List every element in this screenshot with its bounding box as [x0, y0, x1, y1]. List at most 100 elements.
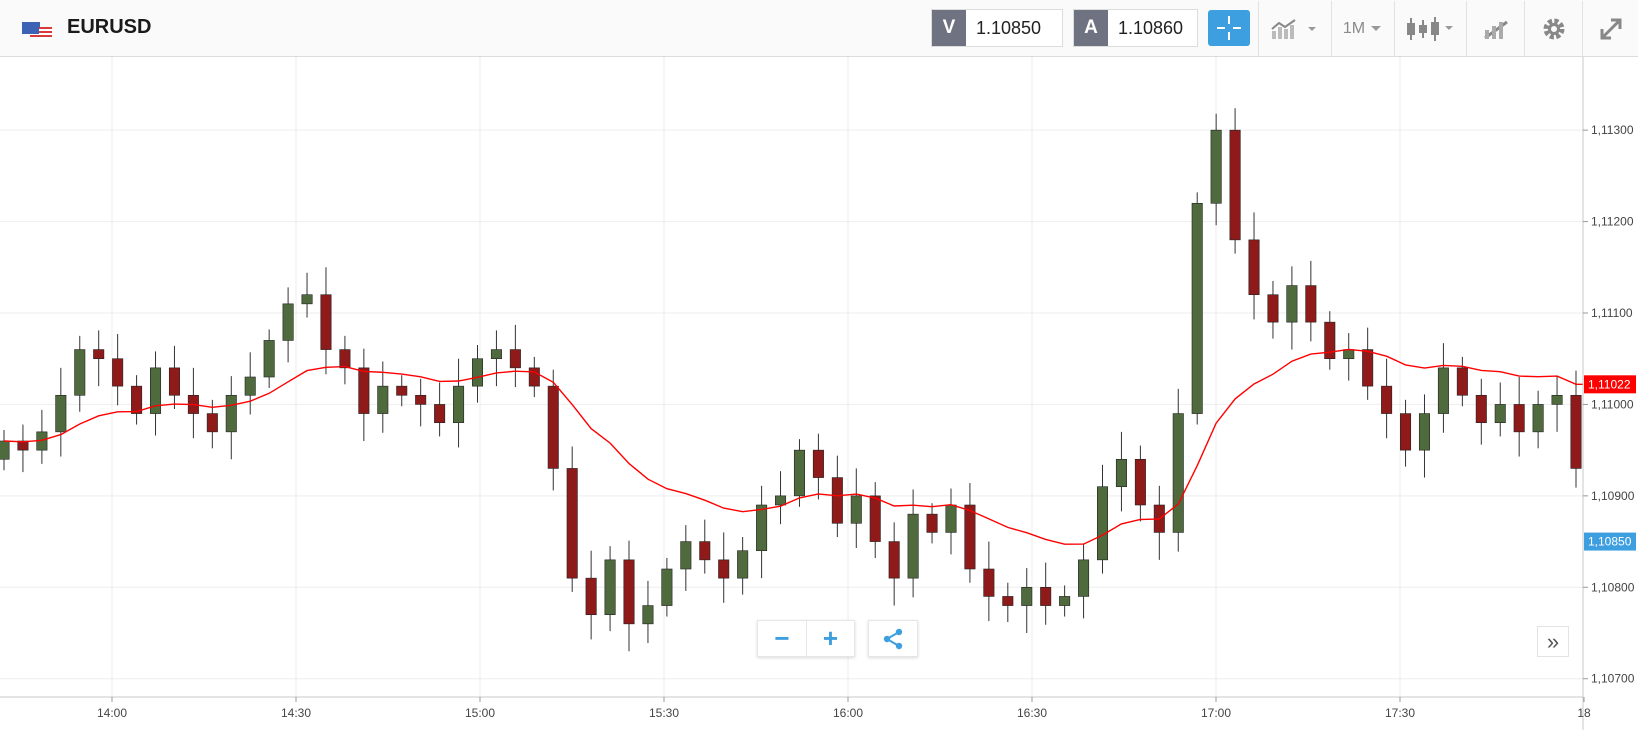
- time-tick-label: 14:30: [281, 706, 311, 720]
- candle-body: [1229, 129, 1241, 241]
- candle-body: [1267, 294, 1279, 323]
- candle-body: [225, 394, 237, 433]
- price-tick-label: 1,11300: [1591, 123, 1634, 137]
- candle-body: [1078, 559, 1090, 597]
- candle-body: [1210, 129, 1222, 204]
- candle-body: [339, 349, 351, 369]
- price-tick-label: 1,11000: [1591, 397, 1634, 411]
- candle-body: [93, 349, 105, 360]
- candle-body: [718, 559, 730, 579]
- bid-price-box[interactable]: V 1.10850: [931, 9, 1063, 47]
- candle-body: [396, 385, 408, 396]
- candle-body: [415, 394, 427, 405]
- time-tick-label: 15:30: [649, 706, 679, 720]
- candle-body: [547, 385, 559, 469]
- zoom-out-button[interactable]: −: [774, 623, 790, 653]
- ma-price-badge-text: 1,11022: [1588, 377, 1631, 391]
- candle-body: [1002, 596, 1014, 606]
- share-button[interactable]: [869, 621, 917, 656]
- chart-type-icon: [1271, 18, 1316, 39]
- candle-body: [509, 349, 521, 369]
- chevron-down-icon: [1371, 25, 1382, 31]
- candle-body: [1418, 413, 1430, 451]
- candle-body: [775, 495, 787, 506]
- ask-price-value: 1.10860: [1118, 17, 1184, 38]
- candle-body: [812, 449, 824, 478]
- candle-body: [453, 385, 465, 424]
- candle-body: [358, 367, 370, 414]
- candle-body: [983, 568, 995, 597]
- chart-toolbar: EURUSD V 1.10850 A 1.10860 1M: [0, 0, 1638, 57]
- candle-body: [888, 541, 900, 579]
- time-tick-label: 16:30: [1017, 706, 1047, 720]
- price-tick-label: 1,10900: [1591, 489, 1635, 503]
- candle-body: [1475, 394, 1487, 424]
- candle-body: [1172, 413, 1184, 533]
- instrument-symbol: EURUSD: [67, 16, 152, 38]
- timeframe-dropdown[interactable]: 1M: [1331, 1, 1394, 56]
- settings-button[interactable]: [1524, 1, 1582, 56]
- bid-price-badge-text: 1,10850: [1588, 535, 1632, 549]
- price-tick-label: 1,11200: [1591, 215, 1634, 229]
- candle-body: [661, 568, 673, 606]
- candle-body: [1400, 413, 1412, 451]
- candle-body: [1343, 349, 1355, 360]
- candle-body: [434, 404, 446, 424]
- drawing-tool-button[interactable]: [1466, 1, 1524, 56]
- candle-body: [1513, 404, 1525, 433]
- candle-body: [1362, 349, 1374, 387]
- time-tick-label: 18: [1577, 706, 1591, 720]
- candle-body: [131, 385, 143, 414]
- candle-body: [74, 349, 86, 396]
- share-icon: [883, 628, 903, 649]
- ask-price-box[interactable]: A 1.10860: [1073, 9, 1198, 47]
- time-tick-label: 17:00: [1201, 706, 1231, 720]
- candle-body: [528, 367, 540, 387]
- candle-body: [244, 376, 256, 396]
- candle-body: [1532, 404, 1544, 433]
- gear-icon: [1543, 18, 1564, 39]
- candlestick-chart[interactable]: 1,11300 1,11200 1,11100 1,11000 1,10900 1,108…: [0, 57, 1638, 730]
- candle-body: [1286, 285, 1298, 323]
- share-control: [868, 620, 918, 657]
- drawing-tool-icon: [1483, 20, 1508, 39]
- zoom-controls: − +: [757, 620, 855, 657]
- bid-letter: V: [932, 10, 966, 46]
- candlestick-type-button[interactable]: [1394, 1, 1466, 56]
- candle-body: [793, 449, 805, 497]
- candle-body: [1040, 586, 1052, 606]
- candle-body: [1551, 394, 1563, 405]
- bid-price-badge: 1,10850: [1584, 532, 1636, 551]
- candle-body: [1437, 367, 1449, 414]
- time-tick-label: 16:00: [833, 706, 863, 720]
- fullscreen-icon: [1600, 18, 1621, 39]
- ask-letter: A: [1074, 10, 1108, 46]
- candle-body: [756, 504, 768, 552]
- ma-price-badge: 1,11022: [1584, 375, 1636, 394]
- crosshair-icon: [1217, 16, 1241, 40]
- candle-body: [926, 513, 938, 533]
- moving-average-line: [3, 348, 1583, 545]
- candle-body: [1059, 596, 1071, 606]
- candle-body: [585, 577, 597, 616]
- price-chart[interactable]: 1,11300 1,11200 1,11100 1,11000 1,10900 1,108…: [0, 57, 1638, 730]
- zoom-in-button[interactable]: +: [806, 621, 854, 656]
- price-tick-label: 1,11100: [1591, 306, 1633, 320]
- candle-body: [907, 513, 919, 579]
- candle-body: [737, 550, 749, 579]
- crosshair-button[interactable]: [1208, 10, 1250, 46]
- candle-body: [55, 394, 67, 433]
- candle-body: [1456, 367, 1468, 396]
- time-tick-label: 14:00: [97, 706, 127, 720]
- price-tick-label: 1,10700: [1591, 672, 1635, 686]
- candle-body: [623, 559, 635, 625]
- candle-body: [377, 385, 389, 414]
- scroll-to-latest-button[interactable]: »: [1537, 626, 1569, 657]
- fullscreen-button[interactable]: [1582, 1, 1638, 56]
- candle-body: [964, 504, 976, 570]
- candle-body: [263, 340, 275, 378]
- chart-type-button[interactable]: [1258, 1, 1331, 56]
- time-tick-label: 17:30: [1385, 706, 1415, 720]
- candle-body: [604, 559, 616, 616]
- candle-body: [490, 349, 502, 360]
